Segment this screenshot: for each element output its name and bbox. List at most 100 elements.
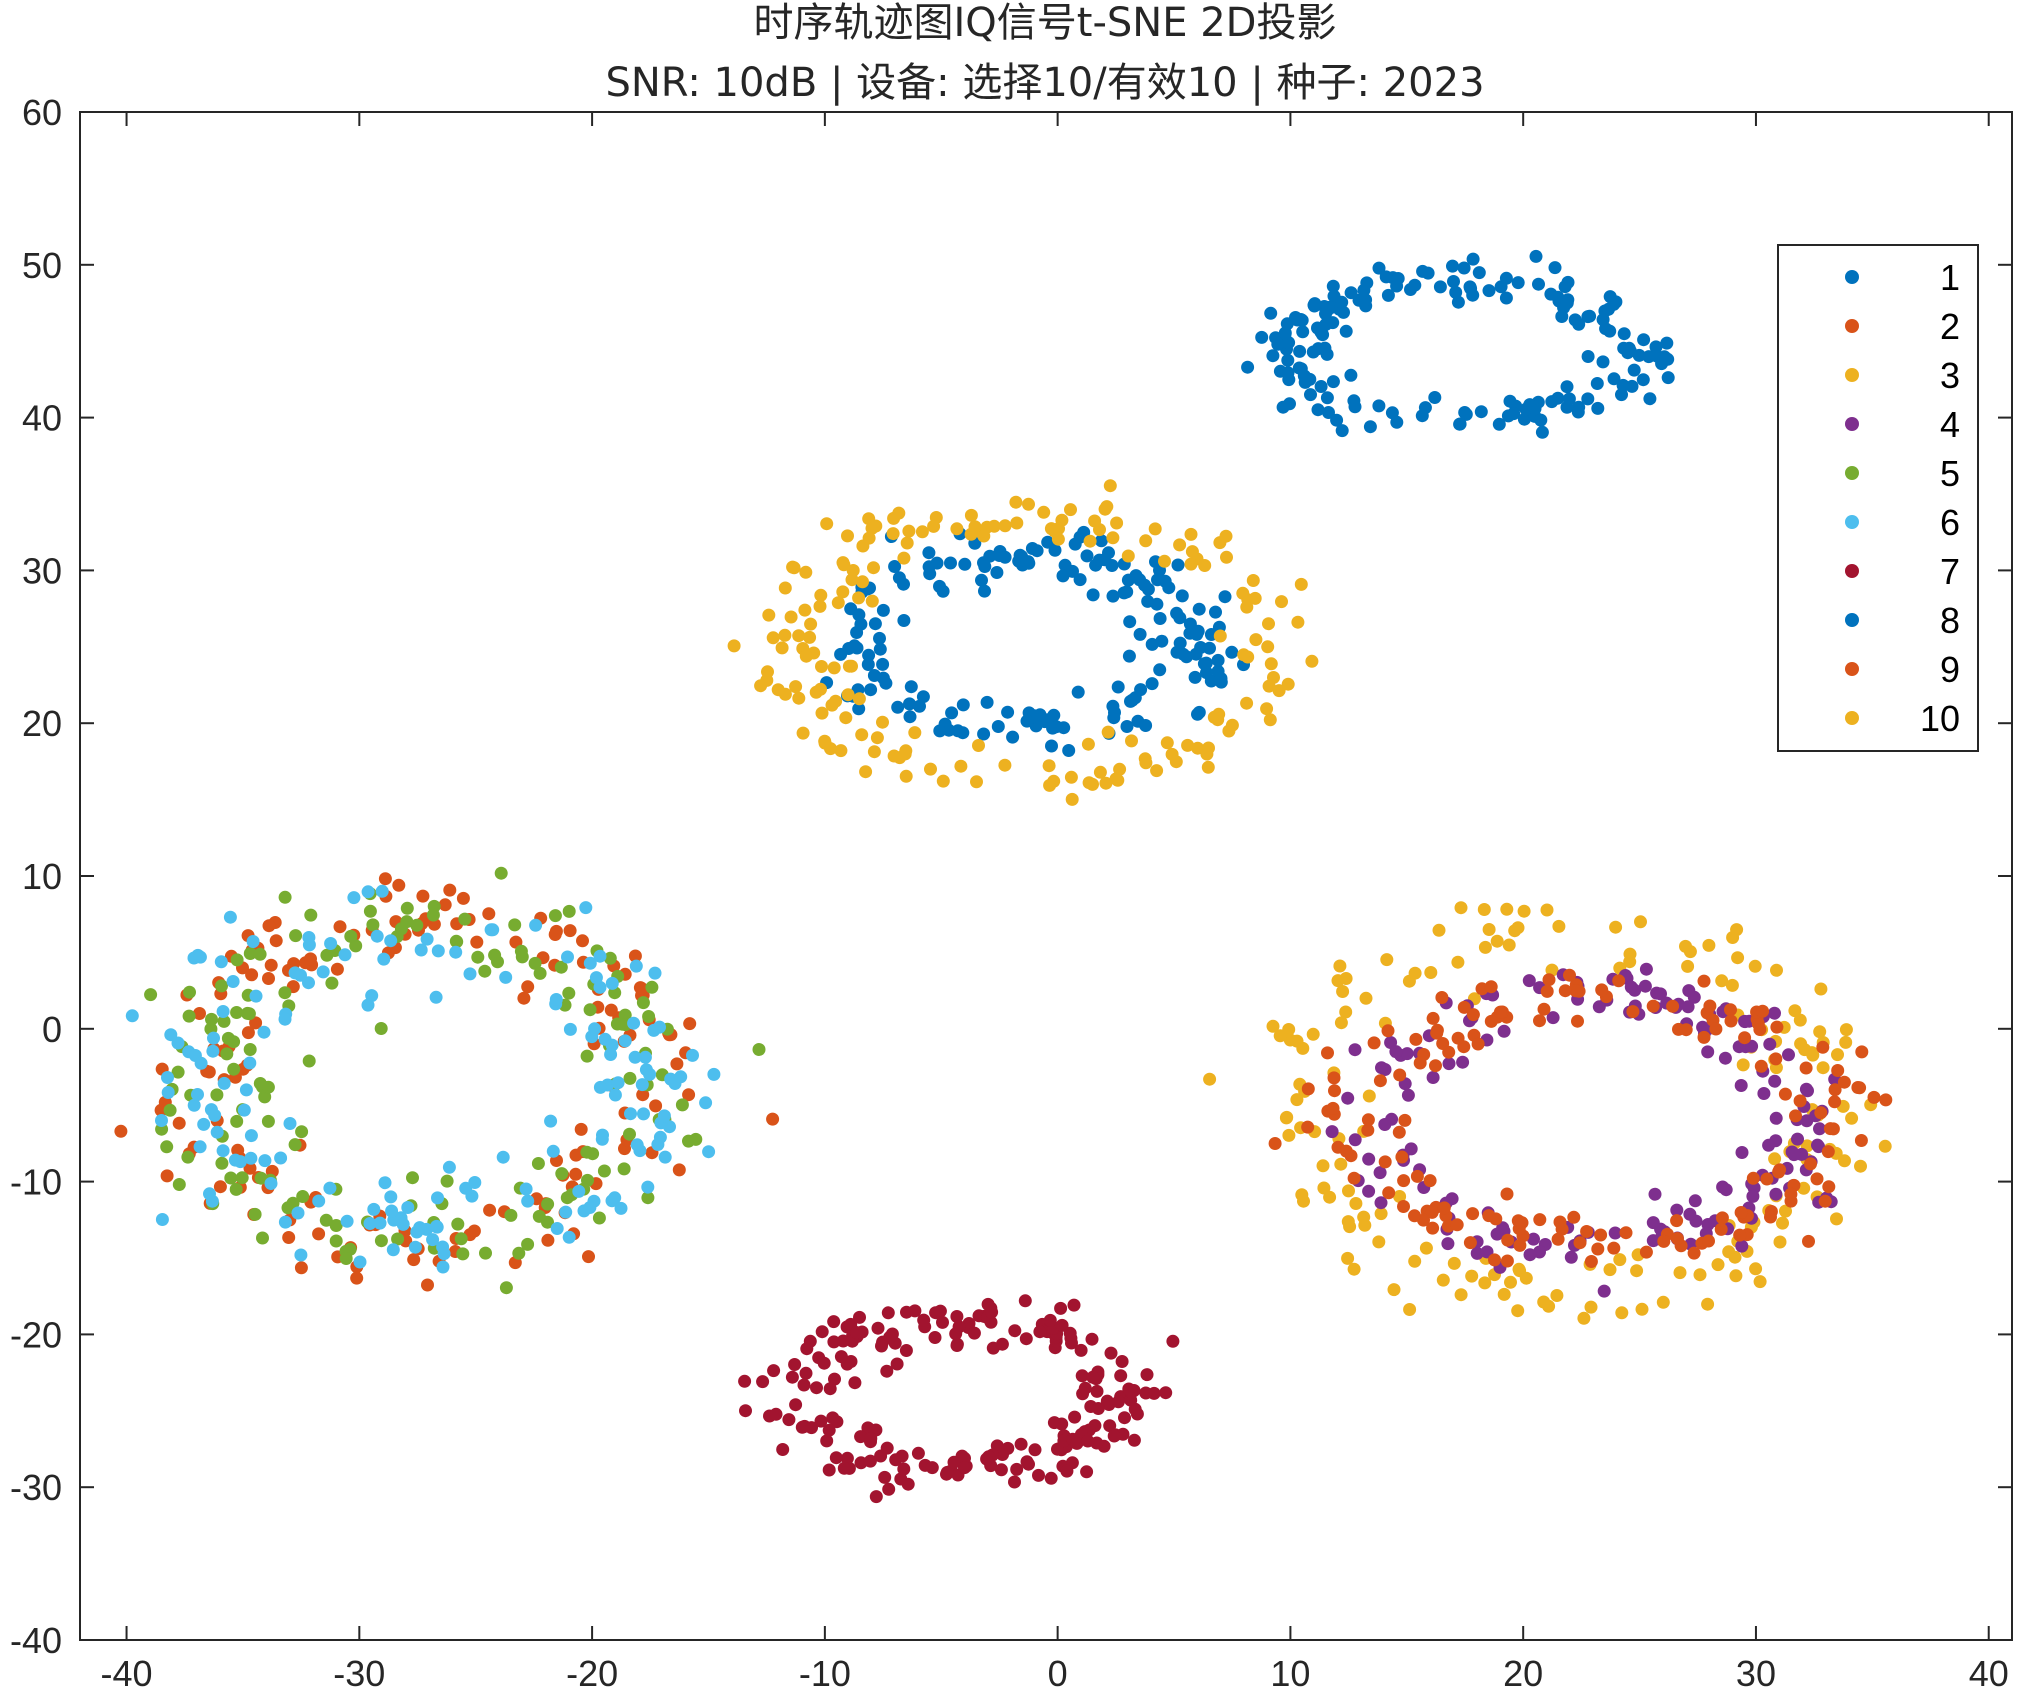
point	[1160, 736, 1174, 750]
point	[1358, 1218, 1372, 1232]
point	[880, 1441, 894, 1455]
point	[1241, 360, 1255, 374]
point	[1105, 559, 1119, 572]
point	[521, 1194, 535, 1208]
point	[1560, 296, 1574, 310]
point	[945, 706, 959, 720]
point	[1203, 641, 1216, 655]
point	[940, 1465, 954, 1479]
point	[208, 1108, 222, 1122]
point	[1093, 765, 1107, 779]
point	[1497, 1287, 1511, 1301]
point	[952, 1320, 966, 1334]
point	[1349, 1197, 1363, 1210]
point	[795, 1420, 809, 1434]
point	[958, 557, 972, 571]
point	[853, 1310, 866, 1324]
point	[437, 1247, 451, 1261]
point	[964, 508, 978, 522]
point	[363, 904, 377, 918]
point	[1854, 1159, 1867, 1173]
point	[1261, 640, 1275, 654]
point	[1639, 962, 1653, 976]
point	[1458, 406, 1472, 419]
point	[1268, 1137, 1282, 1150]
point	[420, 932, 434, 946]
legend-label: 3	[1940, 355, 1960, 396]
point	[1380, 953, 1394, 967]
point	[856, 575, 869, 589]
point	[1643, 392, 1657, 406]
point	[1711, 1258, 1725, 1272]
point	[294, 1248, 308, 1262]
point	[289, 929, 303, 943]
point	[1464, 282, 1478, 295]
point	[1373, 1074, 1387, 1088]
point	[1760, 1172, 1774, 1186]
point	[1010, 1462, 1024, 1476]
point	[1266, 349, 1280, 363]
point	[614, 1201, 628, 1215]
point	[624, 1107, 637, 1121]
point	[242, 1007, 256, 1021]
point	[1203, 1072, 1217, 1086]
point	[1702, 938, 1716, 952]
point	[1408, 278, 1422, 292]
point	[1111, 773, 1125, 787]
point	[1305, 654, 1319, 668]
point	[1436, 1273, 1450, 1287]
point	[1401, 1088, 1415, 1102]
point	[1042, 759, 1056, 773]
point	[1145, 637, 1159, 651]
point	[817, 1356, 831, 1370]
point	[636, 996, 650, 1010]
point	[1548, 261, 1562, 275]
point	[950, 1310, 964, 1323]
point	[1114, 1369, 1128, 1383]
point	[998, 550, 1012, 564]
point	[848, 1376, 862, 1390]
legend-entry-10: 10	[1845, 698, 1960, 739]
point	[994, 1463, 1008, 1477]
legend-marker	[1845, 711, 1859, 725]
point	[253, 947, 267, 961]
point	[1584, 1255, 1598, 1268]
point	[1661, 371, 1675, 385]
series-6	[125, 884, 721, 1274]
point	[262, 972, 275, 985]
point	[1591, 1242, 1605, 1256]
point	[1472, 266, 1486, 280]
point	[483, 1203, 497, 1217]
point	[1513, 1238, 1527, 1252]
point	[324, 937, 338, 950]
point	[815, 706, 829, 720]
point	[1682, 984, 1696, 998]
point	[1290, 313, 1304, 327]
point	[928, 1331, 942, 1344]
point	[1757, 1087, 1771, 1100]
point	[494, 866, 508, 880]
point	[611, 1076, 625, 1090]
legend-marker	[1845, 662, 1859, 676]
point	[822, 1463, 836, 1477]
point	[203, 1187, 216, 1201]
point	[1555, 310, 1569, 323]
point	[1466, 252, 1480, 266]
point	[294, 968, 307, 982]
point	[244, 1151, 258, 1165]
point	[1511, 1304, 1525, 1318]
point	[761, 665, 774, 679]
point	[1778, 1087, 1792, 1101]
point	[182, 1009, 196, 1023]
point	[1189, 647, 1203, 661]
point	[230, 1006, 244, 1019]
point	[1374, 1207, 1388, 1221]
point	[1701, 1297, 1715, 1311]
point	[1184, 527, 1198, 541]
legend-marker	[1845, 613, 1859, 627]
point	[876, 715, 889, 729]
point	[1075, 1369, 1089, 1383]
point	[970, 775, 983, 789]
point	[1542, 973, 1556, 987]
point	[880, 1364, 894, 1378]
